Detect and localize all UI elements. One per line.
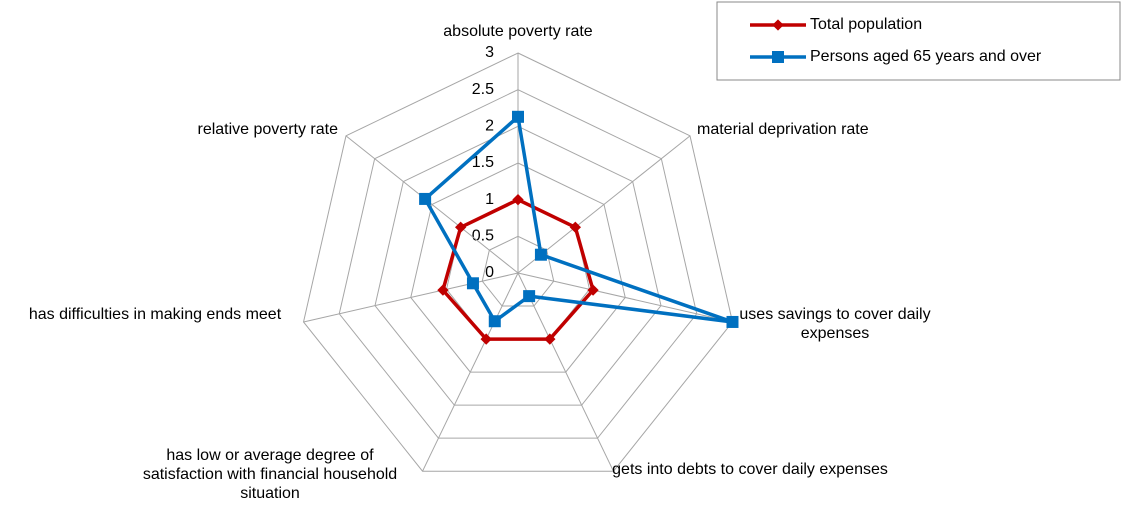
legend-marker [772, 51, 784, 63]
marker [544, 333, 556, 345]
legend-label: Persons aged 65 years and over [810, 48, 1042, 65]
tick-label: 1 [485, 191, 494, 208]
grid-ring [374, 125, 662, 406]
marker [569, 221, 581, 233]
series-line [423, 115, 735, 324]
category-label: gets into debts to cover daily expenses [612, 461, 888, 478]
marker [466, 277, 479, 290]
marker [437, 284, 449, 296]
category-label: relative poverty rate [197, 121, 338, 138]
marker [488, 315, 501, 328]
marker [455, 221, 467, 233]
spoke [422, 272, 519, 472]
category-label: absolute poverty rate [443, 23, 593, 40]
spoke [303, 272, 519, 323]
legend-box [716, 1, 1121, 81]
marker [534, 248, 547, 261]
tick-label: 3 [485, 44, 494, 61]
category-label: material deprivation rate [697, 121, 869, 138]
category-label: has difficulties in making ends meet [28, 306, 282, 323]
category-label: uses savings to cover daily expenses [739, 306, 931, 342]
category-label: has low or average degree of satisfactio… [142, 447, 398, 502]
marker [480, 333, 492, 345]
tick-label: 2.5 [472, 81, 494, 98]
legend-label: Total population [810, 16, 922, 33]
marker [419, 192, 432, 205]
grid-ring [410, 162, 626, 373]
tick-label: 1.5 [472, 154, 494, 171]
marker [726, 315, 739, 328]
marker [512, 194, 524, 206]
grid-ring [302, 52, 734, 472]
tick-label: 0 [485, 264, 494, 281]
series-line [441, 197, 595, 341]
spoke [345, 135, 519, 274]
marker [587, 284, 599, 296]
spoke [517, 272, 733, 323]
grid-ring [338, 89, 698, 439]
marker [523, 290, 536, 303]
marker [512, 110, 524, 123]
spoke [517, 272, 614, 472]
tick-label: 2 [485, 118, 494, 135]
tick-label: 0.5 [472, 228, 494, 245]
